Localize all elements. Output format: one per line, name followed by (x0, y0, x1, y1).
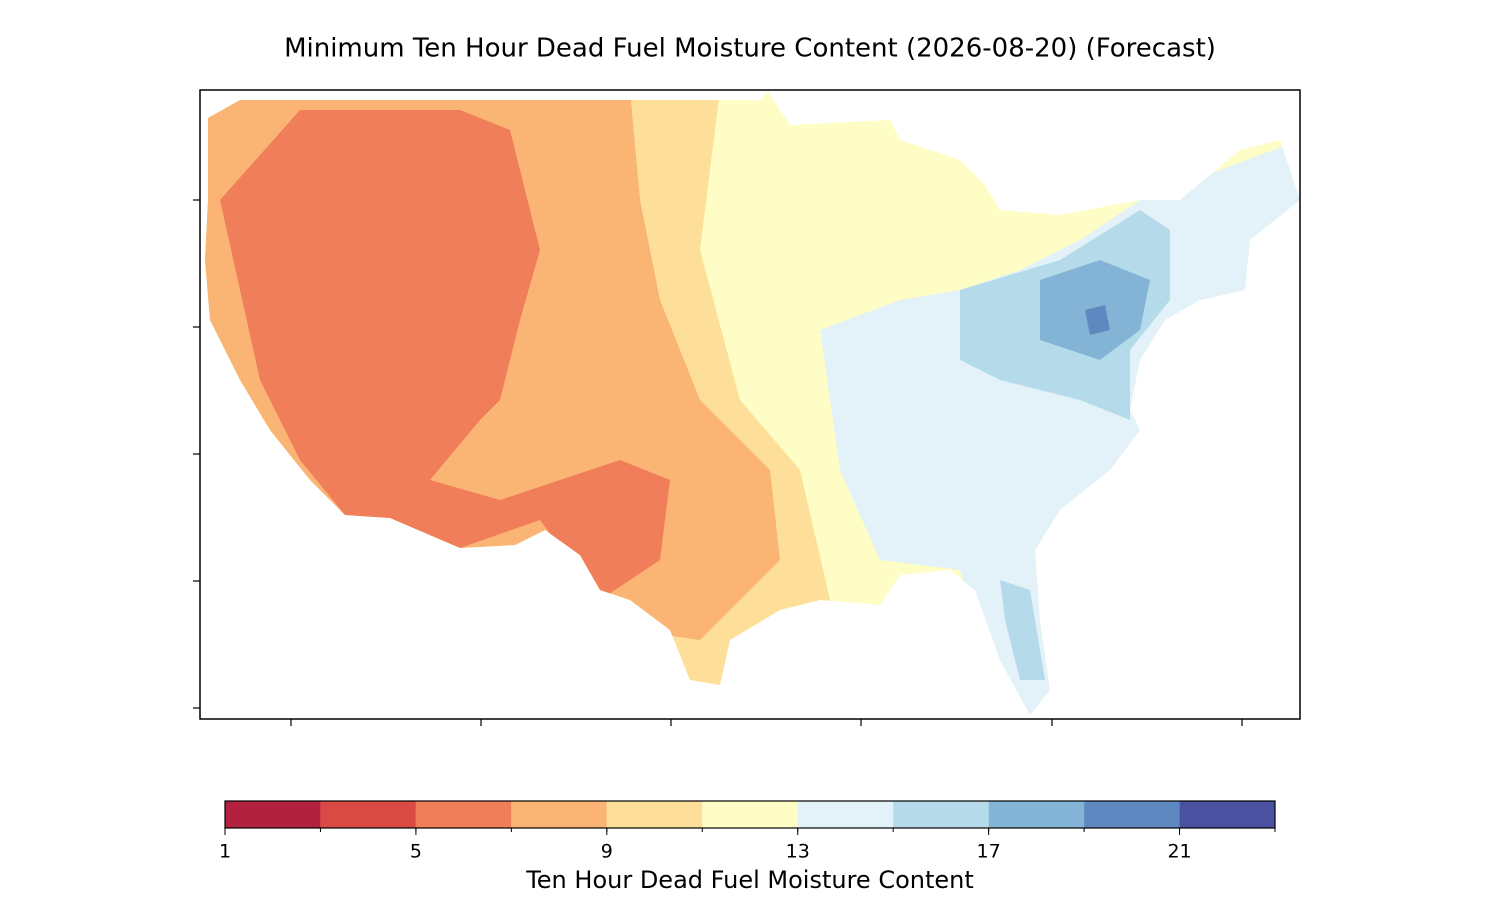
colorbar-label: Ten Hour Dead Fuel Moisture Content (525, 866, 974, 894)
colorbar-frame (224, 800, 1276, 829)
tick-label: 13 (786, 841, 810, 863)
moisture-map (205, 92, 1300, 715)
color-swatch (415, 801, 512, 828)
color-swatch (797, 801, 894, 828)
tick-label: 1 (219, 841, 231, 863)
tick-label: 9 (601, 841, 613, 863)
color-swatch (893, 801, 989, 828)
frame-ticks (193, 199, 1243, 726)
color-swatch (511, 801, 607, 828)
tick-label: 17 (977, 841, 1001, 863)
color-swatch (225, 801, 321, 828)
color-swatch (606, 801, 703, 828)
color-swatch (1179, 801, 1275, 828)
color-swatch (1084, 801, 1180, 828)
tick-label: 21 (1167, 841, 1191, 863)
colorbar: 1 5 9 13 17 21 (219, 800, 1276, 863)
color-swatch (320, 801, 416, 828)
tick-label: 5 (410, 841, 422, 863)
color-swatch (702, 801, 798, 828)
map-frame (199, 89, 1301, 720)
map-title: Minimum Ten Hour Dead Fuel Moisture Cont… (284, 34, 1216, 64)
color-swatch (988, 801, 1085, 828)
